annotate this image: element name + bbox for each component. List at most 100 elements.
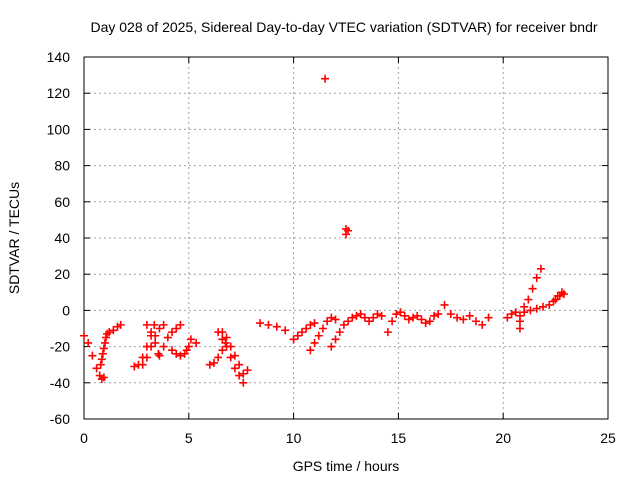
data-point-marker <box>471 317 480 326</box>
data-point-marker <box>96 360 105 369</box>
data-point-marker <box>222 333 231 342</box>
data-point-marker <box>151 338 160 347</box>
data-point-marker <box>369 313 378 322</box>
data-point-marker <box>352 311 361 320</box>
data-point-marker <box>396 308 405 317</box>
x-tick-label: 20 <box>495 430 511 446</box>
grid-lines <box>84 57 608 419</box>
data-point-marker <box>327 342 336 351</box>
data-point-marker <box>109 326 118 335</box>
data-point-marker <box>163 333 172 342</box>
y-tick-label: 140 <box>47 49 71 65</box>
data-point-marker <box>130 362 139 371</box>
data-point-marker <box>348 313 357 322</box>
data-point-marker <box>235 371 244 380</box>
y-tick-label: 60 <box>54 194 70 210</box>
data-point-marker <box>356 310 365 319</box>
x-axis-label: GPS time / hours <box>293 458 400 474</box>
data-point-marker <box>440 300 449 309</box>
data-point-marker <box>532 273 541 282</box>
data-point-marker <box>243 366 252 375</box>
data-point-marker <box>515 317 524 326</box>
data-point-marker <box>306 320 315 329</box>
data-point-marker <box>446 310 455 319</box>
data-point-marker <box>172 324 181 333</box>
data-point-marker <box>230 351 239 360</box>
data-point-marker <box>289 335 298 344</box>
data-point-marker <box>331 315 340 324</box>
data-point-marker <box>318 324 327 333</box>
data-point-marker <box>327 313 336 322</box>
data-point-marker <box>392 310 401 319</box>
data-point-marker <box>105 328 114 337</box>
data-point-marker <box>524 295 533 304</box>
data-point-marker <box>555 291 564 300</box>
data-point-marker <box>150 320 159 329</box>
data-point-marker <box>99 344 108 353</box>
data-point-marker <box>226 353 235 362</box>
y-tick-label: 0 <box>62 302 70 318</box>
y-tick-label: -60 <box>50 411 70 427</box>
data-point-marker <box>168 328 177 337</box>
data-point-marker <box>459 315 468 324</box>
data-point-marker <box>551 295 560 304</box>
y-tick-label: -20 <box>50 339 70 355</box>
data-point-marker <box>310 319 319 328</box>
data-point-marker <box>503 313 512 322</box>
y-tick-label: 20 <box>54 266 70 282</box>
data-point-marker <box>97 355 106 364</box>
data-point-marker <box>272 322 281 331</box>
data-point-marker <box>430 311 439 320</box>
data-point-marker <box>365 317 374 326</box>
data-point-marker <box>256 319 265 328</box>
x-tick-label: 10 <box>286 430 302 446</box>
x-tick-label: 15 <box>391 430 407 446</box>
data-point-marker <box>528 284 537 293</box>
data-point-marker <box>434 310 443 319</box>
data-point-marker <box>302 324 311 333</box>
data-point-marker <box>465 311 474 320</box>
data-point-marker <box>323 317 332 326</box>
data-point-marker <box>100 338 109 347</box>
data-point-marker <box>116 320 125 329</box>
data-point-marker <box>306 346 315 355</box>
data-point-marker <box>526 306 535 315</box>
x-tick-label: 5 <box>185 430 193 446</box>
data-point-marker <box>377 311 386 320</box>
data-point-marker <box>155 351 164 360</box>
data-point-marker <box>314 331 323 340</box>
y-tick-label: -40 <box>50 375 70 391</box>
data-point-marker <box>545 300 554 309</box>
data-point-marker <box>151 331 160 340</box>
data-point-marker <box>218 328 227 337</box>
data-point-marker <box>155 324 164 333</box>
data-point-marker <box>176 320 185 329</box>
data-point-marker <box>404 315 413 324</box>
data-point-marker <box>331 335 340 344</box>
data-point-marker <box>92 364 101 373</box>
data-point-marker <box>142 320 151 329</box>
data-point-marker <box>539 302 548 311</box>
data-point-marker <box>235 360 244 369</box>
data-point-marker <box>80 331 88 340</box>
data-point-marker <box>413 311 422 320</box>
data-point-marker <box>172 349 181 358</box>
data-point-marker <box>264 320 273 329</box>
data-point-marker <box>184 342 193 351</box>
data-point-marker <box>84 338 93 347</box>
data-points <box>80 74 568 387</box>
data-point-marker <box>239 378 248 387</box>
data-point-marker <box>388 317 397 326</box>
data-point-marker <box>335 328 344 337</box>
data-point-marker <box>360 313 369 322</box>
data-point-marker <box>515 324 524 333</box>
data-point-marker <box>138 360 147 369</box>
data-point-marker <box>310 338 319 347</box>
data-point-marker <box>344 226 353 235</box>
data-point-marker <box>168 346 177 355</box>
axis-ticks: 0 5 10 15 20 25 -60 -40 -20 0 20 40 60 80 100 120 140 <box>47 49 616 446</box>
data-point-marker <box>478 320 487 329</box>
data-point-marker <box>409 313 418 322</box>
data-point-marker <box>159 320 168 329</box>
